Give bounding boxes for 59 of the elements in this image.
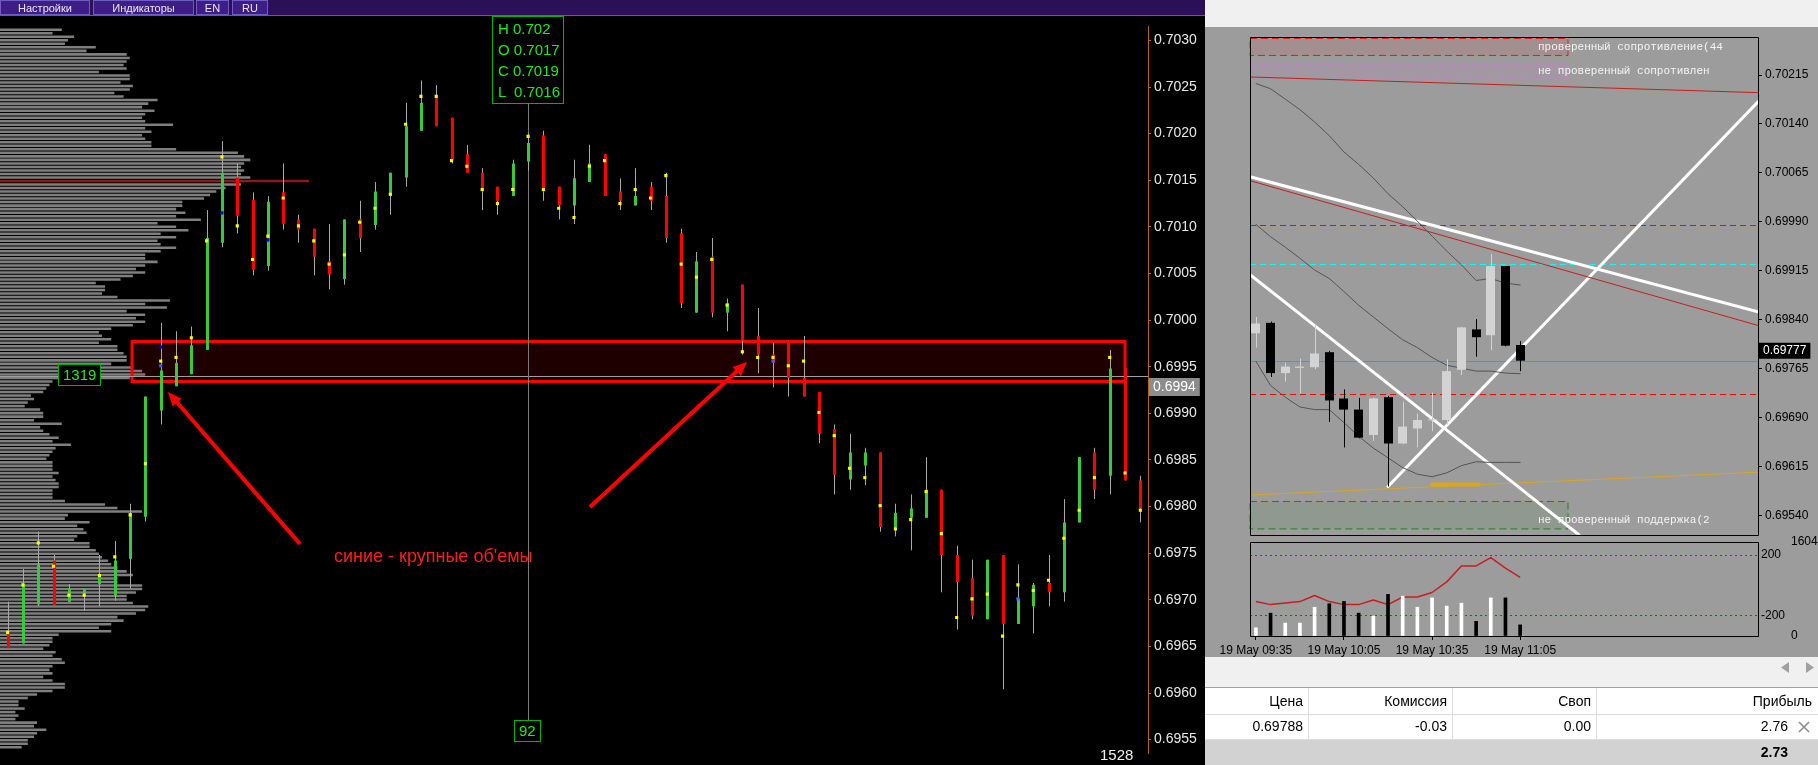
y2-tick-label: 0 — [1791, 628, 1798, 643]
x-tick-label: 19 May 11:05 — [1484, 642, 1557, 657]
y-tick-label: 0.69765 — [1765, 360, 1809, 375]
y-tick-label: 0.6965 — [1154, 637, 1198, 654]
text: -0.03 — [1415, 717, 1447, 736]
y-tick-label: 0.7000 — [1154, 310, 1198, 327]
y-tick-label: 0.69615 — [1765, 458, 1809, 473]
ref-line-label: 0.6994 — [1153, 378, 1197, 395]
y-tick-label: 0.69840 — [1765, 311, 1809, 326]
text: 0.00 — [1563, 717, 1591, 736]
y-tick-label: 0.7030 — [1154, 31, 1198, 48]
x-tick-label: 19 May 10:35 — [1395, 642, 1469, 657]
y-tick-label: 0.69990 — [1765, 214, 1809, 229]
y2-tick-label: 1604 — [1791, 534, 1818, 549]
annotation: синие - крупные об'емы — [334, 546, 533, 566]
y-tick-label: 0.70140 — [1765, 116, 1809, 131]
y-tick-label: 0.6995 — [1154, 357, 1198, 374]
y-tick-label: 0.70065 — [1765, 165, 1809, 180]
category-label: Своп — [1558, 692, 1591, 711]
band-label: не проверенный сопротивлен — [1538, 65, 1710, 77]
text: 0.69788 — [1252, 717, 1303, 736]
annotation: 92 — [514, 720, 541, 742]
annotation: H 0.702 — [498, 20, 551, 37]
text: EN — [196, 0, 229, 15]
y-tick-label: 0.6955 — [1154, 730, 1198, 747]
text: 2.73 — [1760, 743, 1788, 762]
x-tick-label: 19 May 10:05 — [1307, 642, 1381, 657]
text: RU — [232, 0, 268, 15]
y-tick-label: 0.7015 — [1154, 171, 1198, 188]
y-tick-label: 0.69690 — [1765, 409, 1809, 424]
text: Индикаторы — [93, 0, 194, 15]
y-tick-label: 0.7025 — [1154, 77, 1198, 94]
annotation: O 0.7017 — [498, 41, 560, 58]
annotation: L 0.7016 — [498, 83, 560, 100]
y-tick-label: 0.6990 — [1154, 404, 1198, 421]
y-tick-label: 0.6985 — [1154, 450, 1198, 467]
text: Настройки — [0, 0, 90, 15]
y-tick-label: 0.6980 — [1154, 497, 1198, 514]
y-tick-label: 0.6970 — [1154, 590, 1198, 607]
y-tick-label: 0.6960 — [1154, 683, 1198, 700]
annotation: 1319 — [58, 363, 102, 386]
category-label: Цена — [1269, 692, 1303, 711]
y-tick-label: -200 — [1761, 607, 1786, 622]
annotation: 1528 — [1100, 746, 1134, 763]
y-tick-label: 0.69540 — [1765, 507, 1809, 522]
y-tick-label: 0.70215 — [1765, 67, 1809, 82]
y-tick-label: 200 — [1761, 546, 1782, 561]
annotation: C 0.7019 — [498, 62, 559, 79]
category-label: Комиссия — [1384, 692, 1447, 711]
y-tick-label: 0.7005 — [1154, 264, 1198, 281]
y-tick-label: 0.7020 — [1154, 124, 1198, 141]
category-label: Прибыль — [1752, 692, 1812, 711]
y-tick-label: 0.6975 — [1154, 544, 1198, 561]
text: 2.76 — [1760, 717, 1788, 736]
x-tick-label: 19 May 09:35 — [1219, 642, 1293, 657]
y-tick-label: 0.69915 — [1765, 262, 1809, 277]
ref-line-label: 0.69777 — [1763, 343, 1807, 358]
band-label: проверенный сопротивление(44 — [1538, 40, 1724, 53]
y-tick-label: 0.7010 — [1154, 217, 1198, 234]
